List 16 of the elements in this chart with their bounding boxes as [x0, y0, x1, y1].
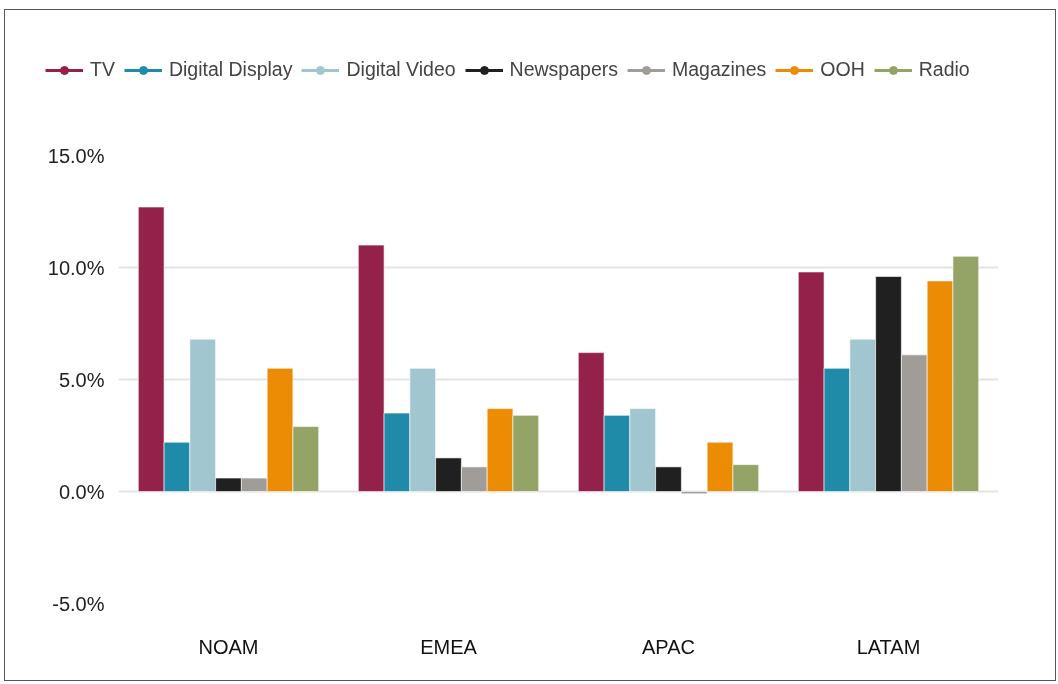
legend-label: Newspapers	[509, 58, 618, 81]
y-tick-label: 5.0%	[58, 368, 105, 391]
legend-label: Digital Video	[346, 58, 456, 81]
legend-label: OOH	[820, 58, 865, 81]
x-tick-label: EMEA	[420, 635, 478, 658]
y-tick-label: 0.0%	[58, 480, 105, 503]
legend-label: Digital Display	[168, 58, 293, 81]
y-tick-label: 10.0%	[47, 256, 105, 279]
legend-label: TV	[90, 58, 115, 81]
x-tick-label: LATAM	[856, 635, 921, 658]
y-tick-label: 15.0%	[47, 144, 105, 167]
x-tick-label: APAC	[642, 635, 695, 658]
x-tick-label: NOAM	[198, 635, 259, 658]
y-tick-label: -5.0%	[52, 592, 105, 615]
legend-label: Magazines	[672, 58, 767, 81]
legend-label: Radio	[918, 58, 970, 81]
